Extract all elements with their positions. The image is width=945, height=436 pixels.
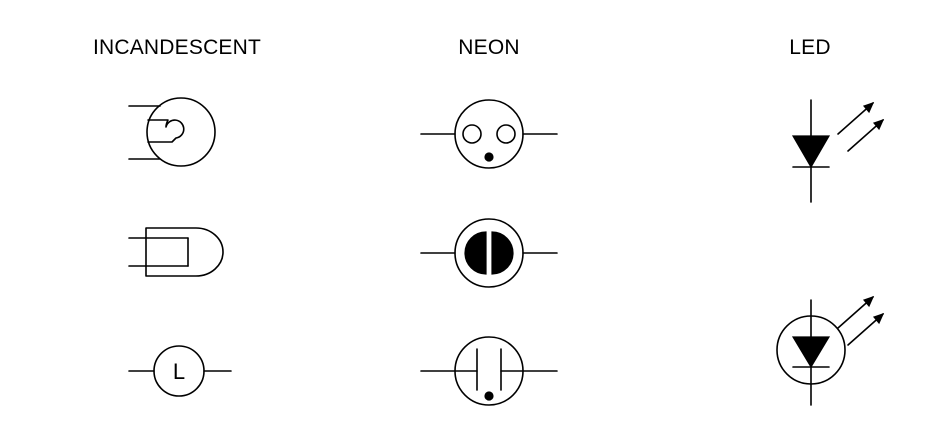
incandescent-bulb-symbol-1 [128, 97, 216, 167]
neon-lamp-symbol-1 [420, 99, 558, 169]
column-heading-incandescent: INCANDESCENT [92, 36, 262, 59]
led-symbol-2 [776, 296, 885, 406]
neon-lamp-symbol-3 [420, 336, 558, 406]
column-heading-led: LED [789, 36, 831, 59]
neon-lamp-symbol-2 [420, 218, 558, 288]
incandescent-letter-label: L [173, 359, 185, 384]
led-symbol-1 [791, 99, 885, 203]
column-heading-neon: NEON [458, 36, 520, 59]
incandescent-bulb-symbol-3: L [128, 345, 232, 397]
incandescent-bulb-symbol-2 [128, 227, 224, 277]
